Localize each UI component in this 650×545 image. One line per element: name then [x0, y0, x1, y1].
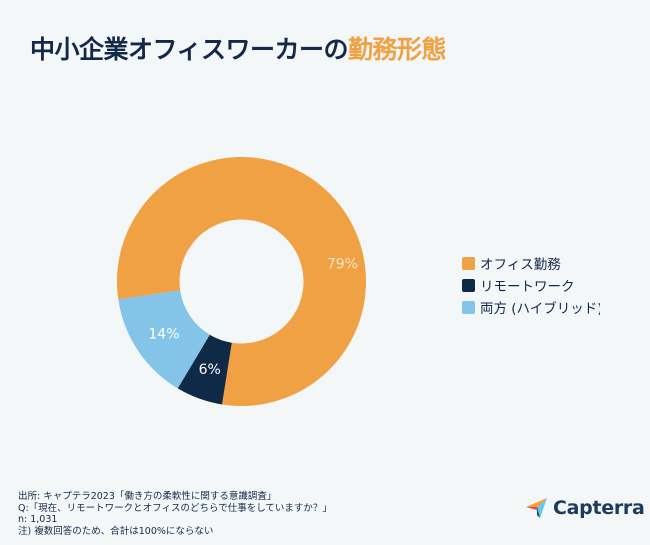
page-title: 中小企業オフィスワーカーの勤務形態: [30, 30, 447, 66]
legend-swatch-remote: [462, 278, 475, 292]
footer-question: Q:「現在、リモートワークとオフィスのどちらで仕事をしていますか？」: [18, 502, 332, 514]
title-main: 中小企業オフィスワーカーの: [30, 35, 349, 64]
footer-notes: 出所: キャプテラ2023「働き方の柔軟性に関する意識調査」 Q:「現在、リモー…: [18, 491, 332, 537]
legend-swatch-hybrid: [462, 300, 475, 314]
donut-label-remote: 6%: [199, 362, 221, 378]
capterra-arrow-icon: [526, 498, 547, 518]
brand-name: Capterra: [553, 497, 645, 519]
legend-item-remote: リモートワーク: [462, 274, 600, 296]
donut-labels: 79% 6% 14%: [148, 256, 358, 378]
donut-slice-hybrid: [118, 290, 210, 389]
footer-sample-size: n: 1,031: [18, 514, 58, 525]
legend-label-remote: リモートワーク: [480, 279, 575, 295]
legend-item-hybrid: 両方 (ハイブリッド): [462, 296, 600, 318]
legend: オフィス勤務 リモートワーク 両方 (ハイブリッド): [462, 252, 600, 318]
donut-label-hybrid: 14%: [148, 326, 179, 342]
donut-slice-remote: [177, 334, 232, 405]
legend-label-hybrid: 両方 (ハイブリッド): [480, 301, 600, 317]
footer-note: 注) 複数回答のため、合計は100%にならない: [18, 525, 214, 537]
legend-label-office: オフィス勤務: [480, 257, 561, 273]
legend-swatch-office: [462, 256, 475, 270]
footer-source: 出所: キャプテラ2023「働き方の柔軟性に関する意識調査」: [18, 491, 277, 502]
donut-label-office: 79%: [327, 256, 358, 272]
legend-item-office: オフィス勤務: [462, 252, 600, 274]
donut-slice-office: [117, 156, 366, 406]
title-accent: 勤務形態: [348, 35, 447, 64]
capterra-logo: Capterra: [525, 496, 645, 520]
donut-slices: [117, 156, 366, 406]
